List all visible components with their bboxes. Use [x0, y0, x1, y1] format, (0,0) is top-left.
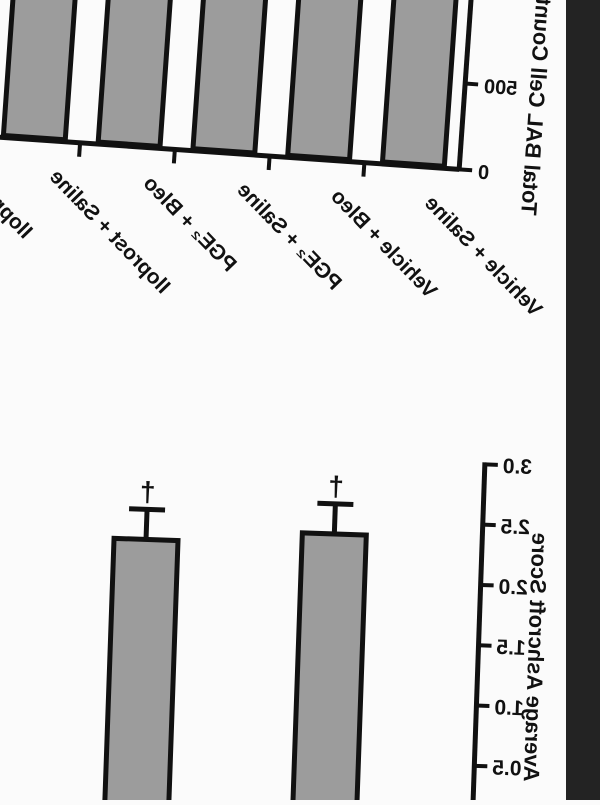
panel-a-bar	[382, 0, 458, 166]
panel-a-category-label: Iloprost +	[0, 159, 37, 243]
panel-b-y-tick-label: 1.0	[494, 696, 524, 720]
panel-b-error-cap	[129, 509, 165, 510]
panel-b-y-tick-label: 2.5	[500, 515, 530, 539]
panel-a-y-tick-label: 500	[483, 76, 518, 100]
panel-a-x-tick	[363, 163, 364, 177]
panel-a-y-tick	[459, 169, 472, 170]
panel-b-significance-marker: †	[328, 471, 345, 503]
panel-b-error-bar	[146, 509, 147, 539]
panel-a-x-tick	[79, 143, 80, 157]
panel-b-error-cap	[317, 503, 353, 504]
panel-b-y-tick-label: 2.0	[498, 576, 528, 600]
panel-b-y-tick-label: 3.0	[502, 455, 532, 479]
panel-a-y-tick-label: 0	[477, 162, 490, 185]
scan-edge-shadow	[566, 0, 600, 800]
panel-b-error-bar	[334, 504, 335, 534]
panel-a-bar	[193, 0, 269, 153]
panel-b-significance-marker: †	[139, 476, 156, 508]
panel-b-y-axis	[472, 462, 485, 800]
panel-b-y-tick-label: 1.5	[496, 636, 526, 660]
panel-a-bar	[3, 0, 79, 140]
panel-a-bar	[98, 0, 174, 146]
panel-a-bar	[288, 0, 364, 160]
panel-a-category-label: PGE₂ + Saline	[233, 178, 346, 294]
panel-b-bar	[292, 533, 366, 800]
panel-b-y-axis-label: Average Ashcroft Score	[519, 532, 553, 782]
panel-a-x-tick	[269, 156, 270, 170]
panel-a-y-axis-label: Total BAL Cell Count	[516, 0, 556, 216]
panel-a-x-tick	[174, 149, 175, 163]
panel-b-bar	[104, 538, 178, 800]
panel-b: 0.5 1.0 1.5 2.0 2.5 3.0 Average Ashcroft Score…	[0, 399, 591, 800]
panel-a-category-label: Vehicle + Bleo	[326, 185, 441, 303]
panel-a-y-tick	[465, 84, 478, 85]
panel-b-y-tick-label: 0.5	[492, 756, 522, 780]
